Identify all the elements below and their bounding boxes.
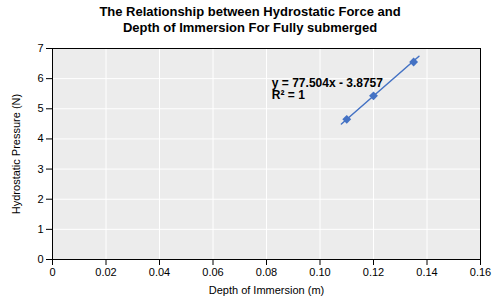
svg-text:0: 0 xyxy=(49,266,55,278)
html-text:The Relationship between Hydro: The Relationship between Hydrostatic For… xyxy=(99,4,401,35)
svg-text:6: 6 xyxy=(37,72,43,84)
svg-text:Hydrostatic Pressure (N): Hydrostatic Pressure (N) xyxy=(10,94,22,214)
svg-text:0.14: 0.14 xyxy=(416,266,437,278)
svg-text:Depth of Immersion (m): Depth of Immersion (m) xyxy=(209,284,325,296)
svg-text:0.16: 0.16 xyxy=(470,266,491,278)
svg-text:0.10: 0.10 xyxy=(309,266,330,278)
svg-text:0: 0 xyxy=(37,253,43,265)
svg-text:4: 4 xyxy=(37,132,43,144)
svg-text:7: 7 xyxy=(37,42,43,54)
svg-text:0.04: 0.04 xyxy=(149,266,170,278)
svg-text:0.02: 0.02 xyxy=(95,266,116,278)
svg-text:0.06: 0.06 xyxy=(202,266,223,278)
svg-text:1: 1 xyxy=(37,223,43,235)
svg-text:5: 5 xyxy=(37,102,43,114)
svg-text:2: 2 xyxy=(37,193,43,205)
svg-text:3: 3 xyxy=(37,163,43,175)
svg-text:0.12: 0.12 xyxy=(363,266,384,278)
svg-text:0.08: 0.08 xyxy=(256,266,277,278)
svg-text:y = 77.504x - 3.8757R² = 1: y = 77.504x - 3.8757R² = 1 xyxy=(272,76,383,102)
